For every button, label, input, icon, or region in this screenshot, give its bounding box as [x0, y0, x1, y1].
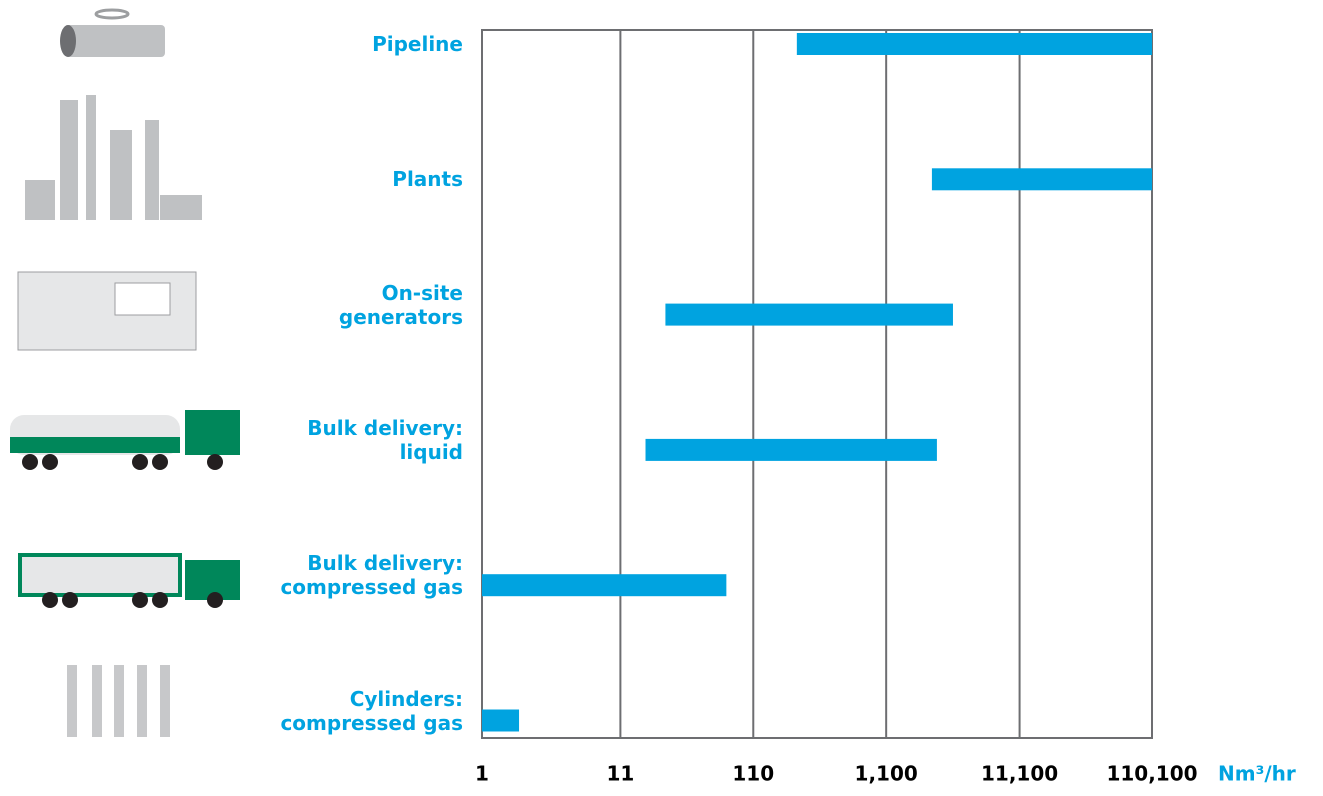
tube-trailer — [20, 555, 180, 595]
category-label: Bulk delivery: liquid — [163, 416, 463, 464]
category-label: Bulk delivery: compressed gas — [163, 551, 463, 599]
tanker-stripe — [10, 437, 180, 453]
valve — [96, 10, 128, 18]
category-label: Plants — [163, 167, 463, 191]
plot: 1111101,10011,100110,100Nm³/hr — [0, 0, 1323, 796]
category-label: Pipeline — [163, 32, 463, 56]
x-tick-label: 11,100 — [981, 762, 1058, 786]
x-tick-label: 1 — [475, 762, 489, 786]
bar — [665, 304, 953, 326]
container-panel — [115, 283, 170, 315]
bar — [797, 33, 1152, 55]
pipeline-end — [60, 25, 76, 57]
column — [86, 95, 96, 220]
tank — [160, 195, 202, 220]
x-tick-label: 110,100 — [1106, 762, 1197, 786]
bar — [482, 710, 519, 732]
category-label: Cylinders: compressed gas — [163, 687, 463, 735]
pipeline-icon — [65, 25, 165, 57]
bar — [932, 168, 1152, 190]
column — [145, 120, 159, 220]
column — [60, 100, 78, 220]
plot-frame — [482, 30, 1152, 738]
bar — [482, 574, 726, 596]
category-label: On-site generators — [163, 281, 463, 329]
x-tick-label: 11 — [606, 762, 634, 786]
icons — [10, 10, 240, 737]
x-tick-label: 110 — [732, 762, 774, 786]
x-axis-label: Nm³/hr — [1218, 762, 1296, 786]
bar — [646, 439, 937, 461]
chart: 1111101,10011,100110,100Nm³/hr PipelineP… — [0, 0, 1323, 796]
x-tick-label: 1,100 — [855, 762, 918, 786]
column — [110, 130, 132, 220]
tank — [25, 180, 55, 220]
